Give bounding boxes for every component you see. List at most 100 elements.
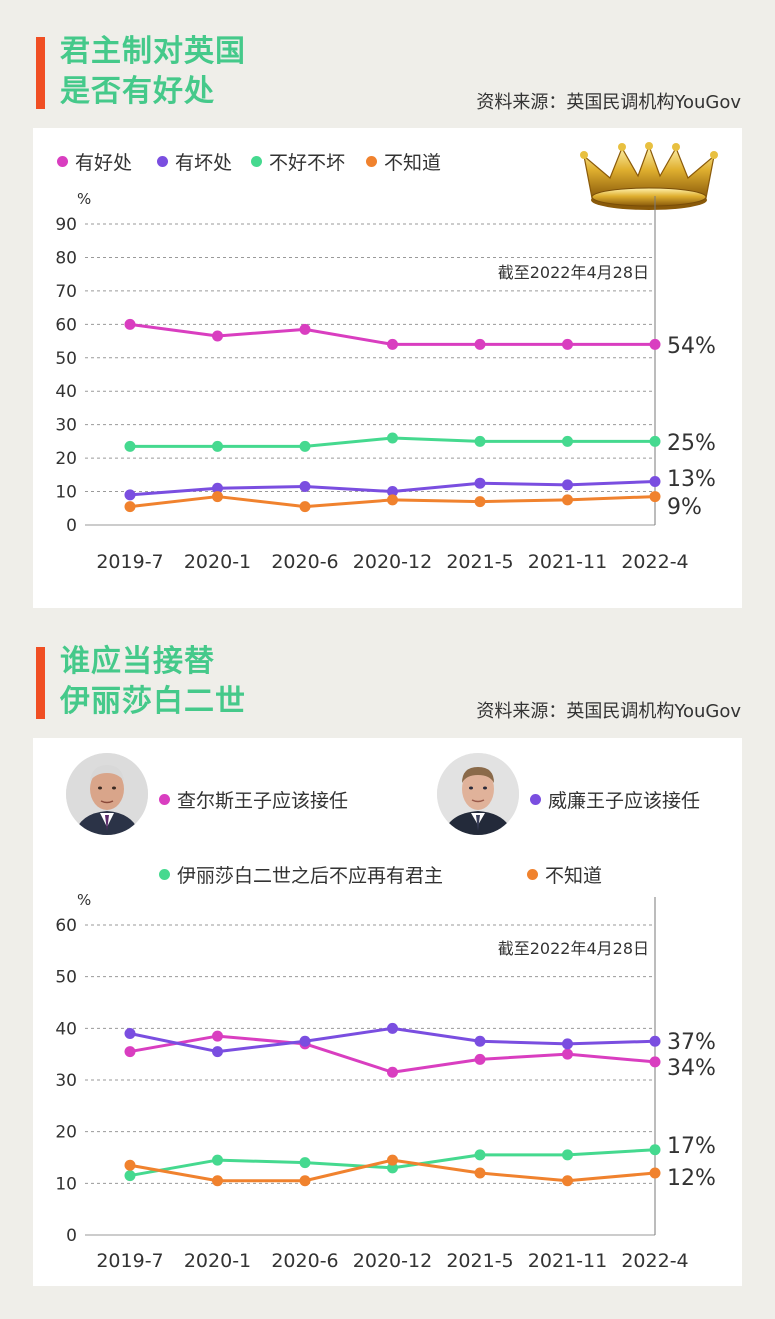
chart1-point-0: [562, 338, 573, 350]
chart1-point-2: [387, 432, 398, 444]
legend-item-william: 威廉王子应该接任: [530, 786, 700, 813]
section2-source: 资料来源：英国民调机构YouGov: [476, 701, 741, 722]
legend-dot-charles: [159, 794, 170, 805]
chart1-point-2: [212, 440, 223, 452]
crown-icon: [580, 142, 718, 210]
chart2-point-2: [212, 1154, 223, 1166]
legend-label-unknown: 不知道: [384, 152, 442, 174]
legend-dot-neutral: [251, 156, 262, 167]
section2-title-line1: 谁应当接替: [60, 644, 215, 679]
chart2-point-2: [562, 1149, 573, 1161]
chart2-point-3: [212, 1175, 223, 1187]
chart2-point-2: [387, 1162, 398, 1174]
chart2-point-3: [299, 1175, 311, 1187]
chart1-xtick-label: 2021-5: [446, 551, 513, 573]
chart2-point-0: [124, 1046, 136, 1058]
legend-item-good: 有好处: [57, 148, 132, 175]
chart1-ytick-label: 90: [55, 215, 77, 235]
chart2-point-0: [212, 1030, 223, 1042]
chart1-point-3: [212, 491, 223, 503]
chart1-xtick-label: 2022-4: [621, 551, 688, 573]
portrait-charles-icon: [66, 753, 148, 835]
chart1-ytick-label: 10: [55, 483, 77, 503]
chart1-ytick-label: 60: [55, 315, 77, 335]
legend-item-unknown: 不知道: [366, 148, 441, 175]
legend-dot-unknown: [366, 156, 377, 167]
chart1-point-2: [562, 435, 573, 447]
chart2-point-3: [387, 1154, 398, 1166]
chart1-ytick-label: 50: [55, 349, 77, 369]
chart2-ytick-label: 60: [55, 916, 77, 936]
legend-label-charles: 查尔斯王子应该接任: [177, 790, 349, 812]
chart1-point-2: [299, 440, 311, 452]
chart2-end-label-1: 37%: [667, 1030, 716, 1055]
chart2-ytick-label: 10: [55, 1174, 77, 1194]
chart1-ytick-label: 40: [55, 382, 77, 402]
chart1-ytick-label: 30: [55, 416, 77, 436]
chart1-xtick-label: 2021-11: [528, 551, 607, 573]
chart1-ylabel: %: [77, 190, 91, 208]
chart2-xtick-label: 2021-5: [446, 1250, 513, 1272]
section1-source: 资料来源：英国民调机构YouGov: [476, 92, 741, 113]
chart1-end-label-1: 13%: [667, 467, 716, 492]
legend-dot-dont-know: [527, 869, 538, 880]
legend-label-bad: 有坏处: [175, 152, 233, 174]
chart1-point-0: [212, 330, 223, 342]
chart1-end-label-0: 54%: [667, 334, 716, 359]
legend-dot-bad: [157, 156, 168, 167]
chart1-point-1: [387, 486, 398, 498]
chart1-ytick-label: 70: [55, 282, 77, 302]
legend-item-charles: 查尔斯王子应该接任: [159, 786, 348, 813]
chart2-point-3: [649, 1167, 661, 1179]
chart2-xtick-label: 2020-6: [271, 1250, 338, 1272]
chart1-point-1: [649, 476, 661, 488]
chart2-ytick-label: 40: [55, 1019, 77, 1039]
chart2-xtick-label: 2020-1: [184, 1250, 251, 1272]
chart2-end-label-0: 34%: [667, 1056, 716, 1081]
chart2-point-2: [649, 1144, 661, 1156]
chart2-ytick-label: 20: [55, 1123, 77, 1143]
chart2-ylabel: %: [77, 891, 91, 909]
chart1-ytick-label: 80: [55, 248, 77, 268]
chart2-point-1: [649, 1035, 661, 1047]
portrait-william-icon: [437, 753, 519, 835]
chart2-point-1: [474, 1035, 486, 1047]
chart2-point-3: [474, 1167, 486, 1179]
chart1-point-0: [649, 338, 661, 350]
chart1-xtick-label: 2020-1: [184, 551, 251, 573]
chart1-point-1: [562, 479, 573, 491]
chart2-ytick-label: 50: [55, 968, 77, 988]
chart1-point-1: [124, 489, 136, 501]
chart2-point-3: [562, 1175, 573, 1187]
chart1-point-1: [474, 477, 486, 489]
chart1-point-3: [474, 496, 486, 508]
chart1-point-1: [299, 481, 311, 493]
section2-accent-bar: [36, 647, 45, 719]
chart1-ytick-label: 20: [55, 449, 77, 469]
chart2-point-1: [387, 1022, 398, 1034]
legend-item-bad: 有坏处: [157, 148, 232, 175]
chart2-ytick-label: 0: [66, 1226, 77, 1246]
chart1-xtick-label: 2020-12: [353, 551, 432, 573]
chart2-point-0: [649, 1056, 661, 1068]
chart2-xtick-label: 2021-11: [528, 1250, 607, 1272]
legend-item-dont-know: 不知道: [527, 861, 602, 888]
chart2-point-0: [474, 1053, 486, 1065]
chart1-end-label-2: 25%: [667, 431, 716, 456]
chart2-xtick-label: 2022-4: [621, 1250, 688, 1272]
chart2-point-0: [562, 1048, 573, 1060]
chart2-svg: % 0 10 20 30 40 50 60 截至2022年4月28日 2019-7 2020-1 20…: [55, 891, 716, 1272]
chart2-annotation: 截至2022年4月28日: [498, 939, 649, 958]
legend-dot-no-monarch: [159, 869, 170, 880]
chart1-ytick-label: 0: [66, 516, 77, 536]
chart2-point-1: [562, 1038, 573, 1050]
section1-title-line2: 是否有好处: [60, 74, 215, 109]
chart1-point-3: [562, 494, 573, 506]
chart1-point-3: [299, 501, 311, 513]
chart1-point-0: [474, 338, 486, 350]
chart1-xtick-label: 2019-7: [96, 551, 163, 573]
chart2-ytick-label: 30: [55, 1071, 77, 1091]
section2-title-line2: 伊丽莎白二世: [60, 684, 246, 719]
legend-label-neutral: 不好不坏: [269, 152, 346, 174]
chart1-point-2: [474, 435, 486, 447]
